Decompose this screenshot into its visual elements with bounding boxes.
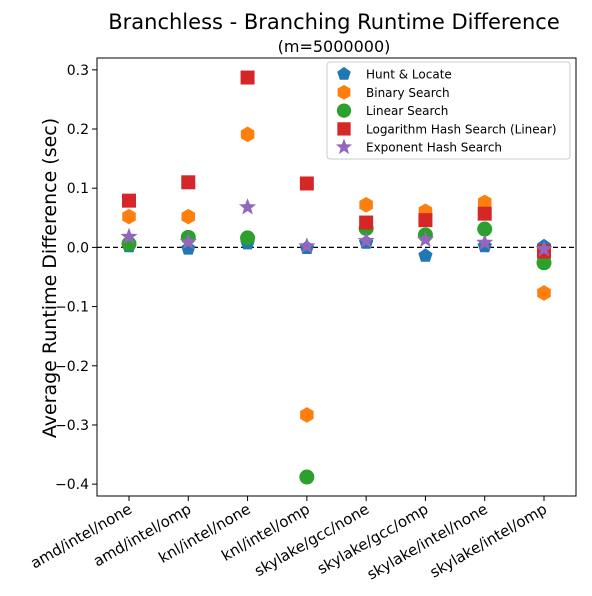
point-binary-search bbox=[241, 127, 255, 143]
point-logarithm-hash-search-linear bbox=[418, 213, 432, 227]
legend-label: Logarithm Hash Search (Linear) bbox=[366, 122, 557, 136]
y-tick-label: 0.0 bbox=[67, 240, 89, 256]
point-binary-search bbox=[359, 197, 373, 213]
legend-marker-linear-search bbox=[337, 103, 351, 117]
y-tick-label: 0.3 bbox=[67, 63, 89, 79]
point-logarithm-hash-search-linear bbox=[122, 194, 136, 208]
point-logarithm-hash-search-linear bbox=[478, 207, 492, 221]
legend-marker-logarithm-hash-search-linear bbox=[337, 122, 350, 135]
y-tick-label: −0.1 bbox=[55, 300, 89, 316]
chart-title: Branchless - Branching Runtime Differenc… bbox=[108, 10, 560, 34]
point-logarithm-hash-search-linear bbox=[359, 216, 373, 230]
point-logarithm-hash-search-linear bbox=[241, 71, 255, 85]
point-linear-search bbox=[299, 470, 314, 485]
y-axis-label: Average Runtime Difference (sec) bbox=[39, 118, 61, 438]
point-binary-search bbox=[122, 209, 136, 225]
legend-label: Linear Search bbox=[366, 104, 448, 118]
legend-label: Hunt & Locate bbox=[366, 68, 452, 82]
legend-label: Binary Search bbox=[366, 86, 450, 100]
point-binary-search bbox=[537, 285, 551, 301]
legend-label: Exponent Hash Search bbox=[366, 141, 502, 155]
point-linear-search bbox=[240, 230, 255, 245]
point-logarithm-hash-search-linear bbox=[181, 175, 195, 189]
chart-subtitle: (m=5000000) bbox=[278, 37, 391, 56]
y-tick-label: 0.1 bbox=[67, 181, 89, 197]
y-tick-label: 0.2 bbox=[67, 122, 89, 138]
y-tick-label: −0.4 bbox=[55, 477, 89, 493]
legend: Hunt & Locate Binary Search Linear Search L… bbox=[327, 62, 570, 159]
y-tick-label: −0.3 bbox=[55, 418, 89, 434]
point-binary-search bbox=[300, 407, 314, 423]
x-tick-label: amd/intel/none bbox=[27, 500, 135, 572]
point-binary-search bbox=[182, 209, 196, 225]
point-logarithm-hash-search-linear bbox=[300, 176, 314, 190]
point-hunt-locate bbox=[418, 248, 432, 262]
point-exponent-hash-search bbox=[239, 198, 256, 214]
y-tick-label: −0.2 bbox=[55, 359, 89, 375]
